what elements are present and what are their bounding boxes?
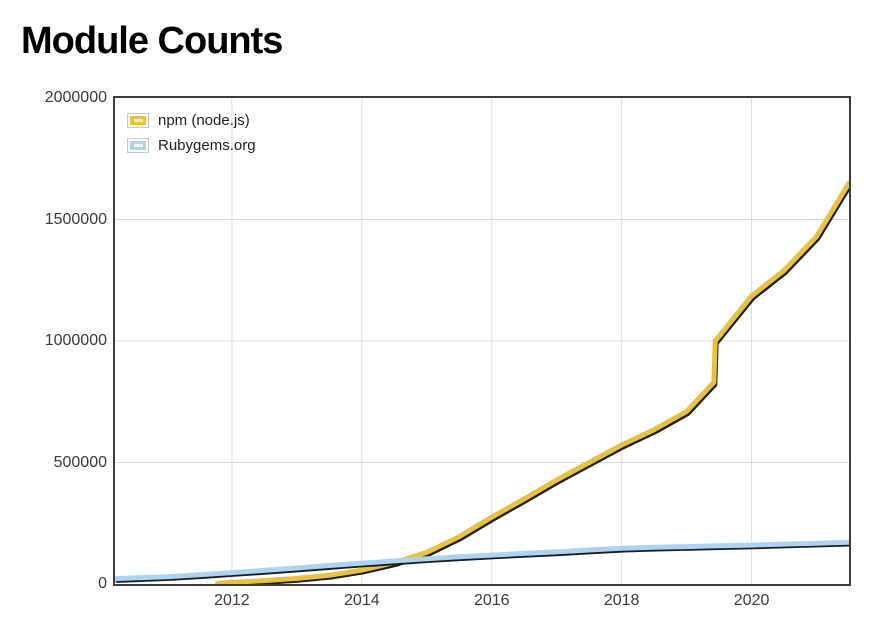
legend-swatch-npm-node-js bbox=[127, 113, 149, 128]
legend-line-sample-icon bbox=[133, 119, 143, 122]
y-axis-tick-label: 2000000 bbox=[44, 89, 107, 106]
chart-canvas bbox=[115, 98, 849, 584]
x-axis-tick-label: 2012 bbox=[214, 592, 250, 609]
rubygems-org-series-line bbox=[115, 539, 849, 582]
y-axis-tick-label: 1000000 bbox=[44, 332, 107, 349]
y-axis-tick-label: 0 bbox=[98, 575, 107, 592]
legend-swatch-rubygems-org bbox=[127, 138, 149, 153]
x-axis-tick-label: 2014 bbox=[344, 592, 380, 609]
y-axis-tick-label: 500000 bbox=[53, 453, 107, 471]
legend-label: npm (node.js) bbox=[158, 112, 250, 129]
npm-node-js-line-shadow bbox=[229, 186, 849, 584]
page-title: Module Counts bbox=[21, 20, 283, 62]
chart-legend: npm (node.js) Rubygems.org bbox=[127, 110, 256, 156]
x-axis-tick-label: 2018 bbox=[603, 592, 640, 609]
legend-item-npm-node-js: npm (node.js) bbox=[127, 110, 256, 131]
x-axis-tick-label: 2016 bbox=[473, 592, 510, 609]
x-axis-tick-label: 2020 bbox=[733, 592, 770, 609]
legend-item-rubygems-org: Rubygems.org bbox=[127, 135, 256, 156]
legend-label: Rubygems.org bbox=[158, 137, 256, 154]
legend-line-sample-icon bbox=[133, 144, 143, 147]
y-axis-tick-label: 1500000 bbox=[44, 210, 107, 228]
rubygems-org-line-shadow bbox=[115, 543, 849, 583]
chart-plot-area: npm (node.js) Rubygems.org bbox=[113, 96, 851, 586]
npm-node-js-series-line bbox=[215, 180, 849, 584]
